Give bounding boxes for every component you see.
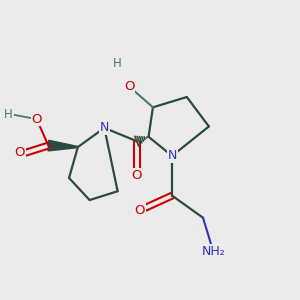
Text: O: O [124,80,135,93]
Text: NH₂: NH₂ [201,245,225,258]
Text: O: O [32,112,42,126]
Text: O: O [134,204,145,217]
Text: N: N [100,122,109,134]
Text: N: N [167,149,177,162]
Text: O: O [131,169,142,182]
Text: O: O [14,146,25,159]
Text: H: H [113,57,122,70]
Polygon shape [48,140,78,151]
Text: H: H [4,108,13,121]
